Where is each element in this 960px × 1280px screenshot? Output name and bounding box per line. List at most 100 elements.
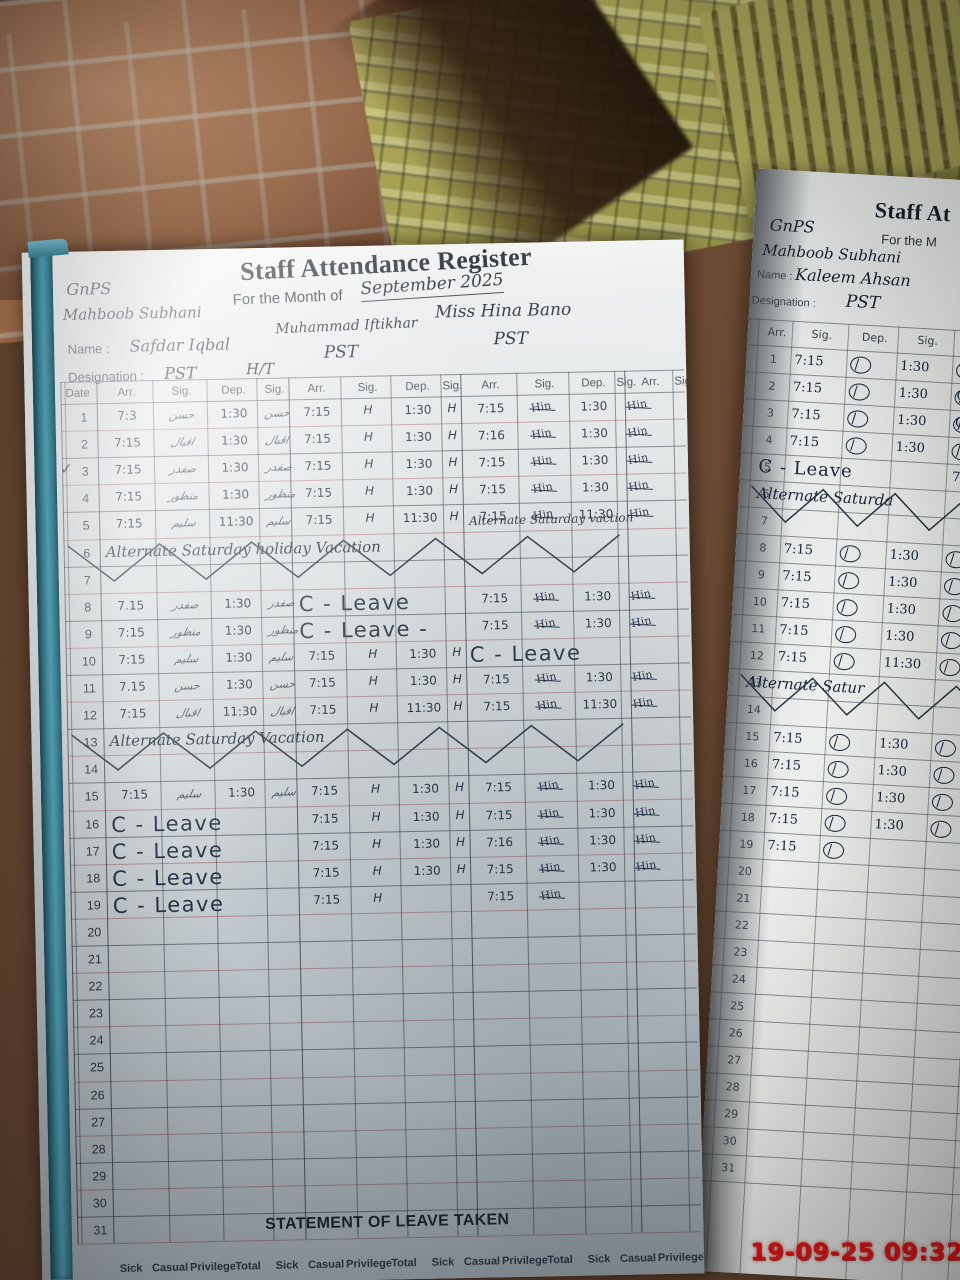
right-signature-stamp [951,442,960,461]
right-row-line [700,1179,960,1198]
right-row-number: 20 [737,864,753,879]
right-signature-stamp [931,793,954,812]
right-arrival-time: 7:15 [783,541,814,559]
right-departure-time: 1:30 [899,358,930,376]
right-arrival-time: 7:15 [769,784,800,801]
right-departure-time: 1:30 [889,547,920,565]
right-signature-stamp [939,658,960,677]
right-arrival-time: 7:15 [771,757,802,774]
leave-header-casual: Casual [463,1255,501,1269]
right-departure-time: 1:30 [877,763,908,780]
right-page-month-label: For the M [880,231,938,250]
right-next-column-entry: 7: [951,469,960,486]
right-signature-stamp [839,544,862,563]
right-row-number: 10 [752,594,768,609]
right-signature-stamp [934,739,957,758]
right-arrival-time: 7:15 [790,406,821,424]
right-signature-stamp [846,409,869,429]
right-row-number: 21 [735,891,751,906]
right-signature-stamp [929,820,952,839]
right-row-number: 28 [725,1080,741,1094]
right-departure-time: 1:30 [884,628,915,645]
right-register-page: Staff At For the M GnPS Mahboob Subhani … [695,168,960,1280]
right-row-number: 9 [757,568,766,582]
right-name-value: Kaleem Ahsan [794,264,912,291]
right-signature-stamp [822,841,845,860]
right-column-header-sig: Sig. [811,327,833,342]
right-signature-stamp [945,550,960,569]
right-departure-time: 1:30 [887,574,918,592]
camera-timestamp: 19-09-25 09:32 [750,1238,960,1266]
leave-header-sick: Sick [431,1256,455,1269]
right-column-header-sig: Sig. [917,333,939,348]
right-signature-stamp [849,356,872,375]
right-signature-stamp [845,436,868,456]
right-arrival-time: 7:15 [777,649,808,667]
right-arrival-time: 7:15 [793,352,824,370]
leave-header-sick: Sick [119,1262,143,1275]
right-row-number: 16 [743,756,759,771]
leave-header-sick: Sick [275,1259,299,1272]
right-arrival-time: 7:15 [781,568,812,586]
right-row-number: 24 [731,972,747,987]
right-signature-stamp [834,625,857,644]
leave-header-total: Total [235,1260,261,1273]
right-departure-time: 1:30 [895,439,926,457]
right-signature-stamp [833,652,856,671]
right-signature-stamp [942,604,960,623]
right-leave-entry: C - Leave [757,456,854,483]
leave-header-total: Total [697,1251,704,1264]
right-row-number: 19 [738,837,754,852]
right-row-number: 22 [734,918,750,933]
right-column-header-dep: Dep. [861,330,888,346]
leave-header-casual: Casual [619,1252,657,1265]
right-departure-time: 1:30 [898,385,929,403]
right-row-number: 12 [749,648,765,663]
right-signature-stamp [952,415,960,434]
right-row-number: 17 [741,783,757,798]
right-signature-stamp [828,733,851,752]
leave-header-privilege: Privilege [657,1251,704,1265]
attendance-table: Date Arr. Sig. Dep. Sig. Arr. Sig. Dep. Sig. Arr.… [22,239,705,1280]
right-arrival-time: 7:15 [772,730,803,747]
right-vacation-zigzag [740,673,960,724]
right-signature-stamp [940,631,960,650]
right-departure-time: 1:30 [875,790,906,807]
right-column-header-arr: Arr. [767,325,787,340]
leave-header-casual: Casual [307,1258,345,1272]
right-departure-time: 1:30 [886,601,917,619]
right-signature-stamp [955,361,960,381]
right-signature-stamp [837,571,860,590]
leave-header-casual: Casual [151,1261,189,1275]
right-page-title: Staff At [874,197,952,227]
right-signature-stamp [827,760,850,779]
right-signature-stamp [933,766,955,785]
leave-header-total: Total [547,1253,573,1267]
right-row-number: 30 [722,1134,738,1148]
right-designation-value: PST [845,291,881,314]
right-arrival-time: 7:15 [768,811,799,828]
right-arrival-time: 7:15 [780,595,811,613]
leave-header-privilege: Privilege [189,1260,237,1274]
right-row-number: 11 [751,621,766,636]
right-row-number: 15 [744,729,760,744]
vacation-strikethrough-zigzag [67,533,620,582]
right-departure-time: 1:30 [874,817,905,834]
right-row-number: 18 [740,810,756,825]
right-departure-time: 1:30 [878,736,909,753]
leave-header-total: Total [391,1257,417,1270]
right-arrival-time: 7:15 [766,838,797,855]
right-signature-stamp [825,787,848,806]
right-arrival-time: 7:15 [789,433,820,451]
right-school-code: GnPS [769,215,816,237]
right-signature-stamp [824,814,847,833]
right-vacation-zigzag [750,485,960,536]
leave-header-sick: Sick [587,1253,611,1266]
right-row-number: 31 [720,1161,736,1175]
right-row-number: 3 [766,406,775,420]
right-signature-stamp [848,382,871,402]
right-row-number: 25 [729,999,745,1014]
right-departure-time: 1:30 [896,412,927,430]
right-name-label: Name : [756,268,793,283]
